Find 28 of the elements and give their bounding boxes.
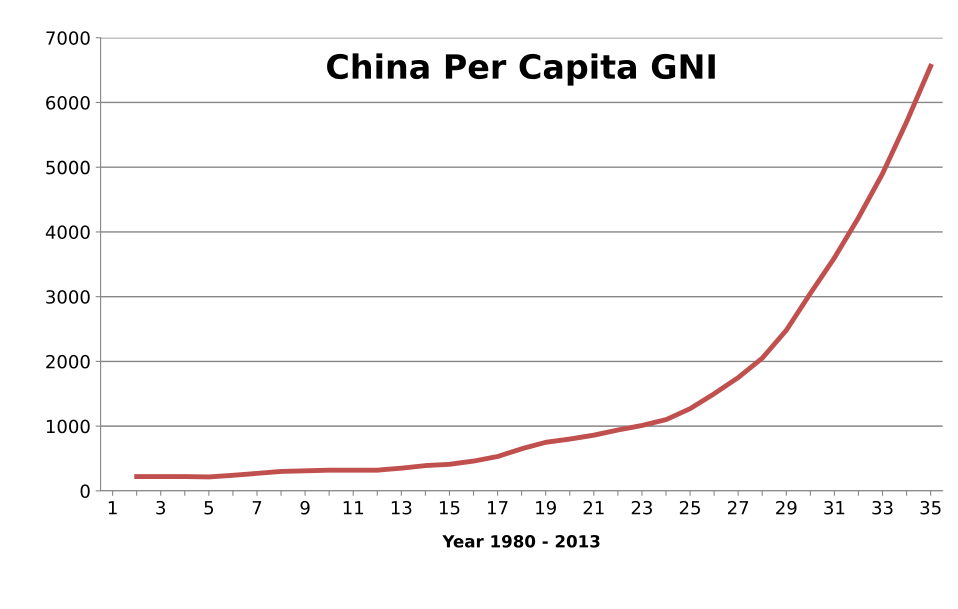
x-tick-label: 5 (204, 501, 214, 515)
y-tick-label: 2000 (46, 354, 90, 369)
x-tick-label: 21 (584, 500, 604, 514)
x-tick-label: 17 (488, 501, 508, 514)
x-tick-label: 27 (728, 500, 748, 514)
x-tick-label: 23 (632, 500, 652, 515)
y-tick-label: 5000 (46, 160, 90, 174)
x-tick-label: 13 (392, 500, 412, 515)
y-tick-label: 1000 (46, 420, 90, 434)
x-axis-title: Year 1980 - 2013 (442, 535, 600, 548)
x-tick-label: 1 (108, 501, 117, 514)
y-tick-label: 3000 (46, 290, 90, 304)
chart-title: China Per Capita GNI (327, 53, 715, 86)
x-tick-label: 9 (300, 500, 310, 515)
x-tick-label: 19 (536, 500, 556, 515)
x-tick-label: 3 (156, 500, 166, 515)
y-tick-label: 0 (80, 484, 90, 498)
x-tick-label: 7 (252, 501, 262, 514)
x-tick-label: 29 (776, 500, 797, 515)
x-tick-label: 25 (680, 500, 700, 515)
x-tick-label: 31 (824, 500, 844, 515)
x-tick-label: 35 (920, 500, 941, 515)
y-tick-label: 4000 (46, 225, 90, 240)
y-tick-label: 6000 (46, 96, 90, 110)
y-tick-label: 7000 (46, 31, 90, 45)
x-tick-label: 15 (440, 501, 460, 515)
x-tick-label: 33 (872, 500, 893, 515)
x-tick-label: 11 (344, 501, 364, 514)
